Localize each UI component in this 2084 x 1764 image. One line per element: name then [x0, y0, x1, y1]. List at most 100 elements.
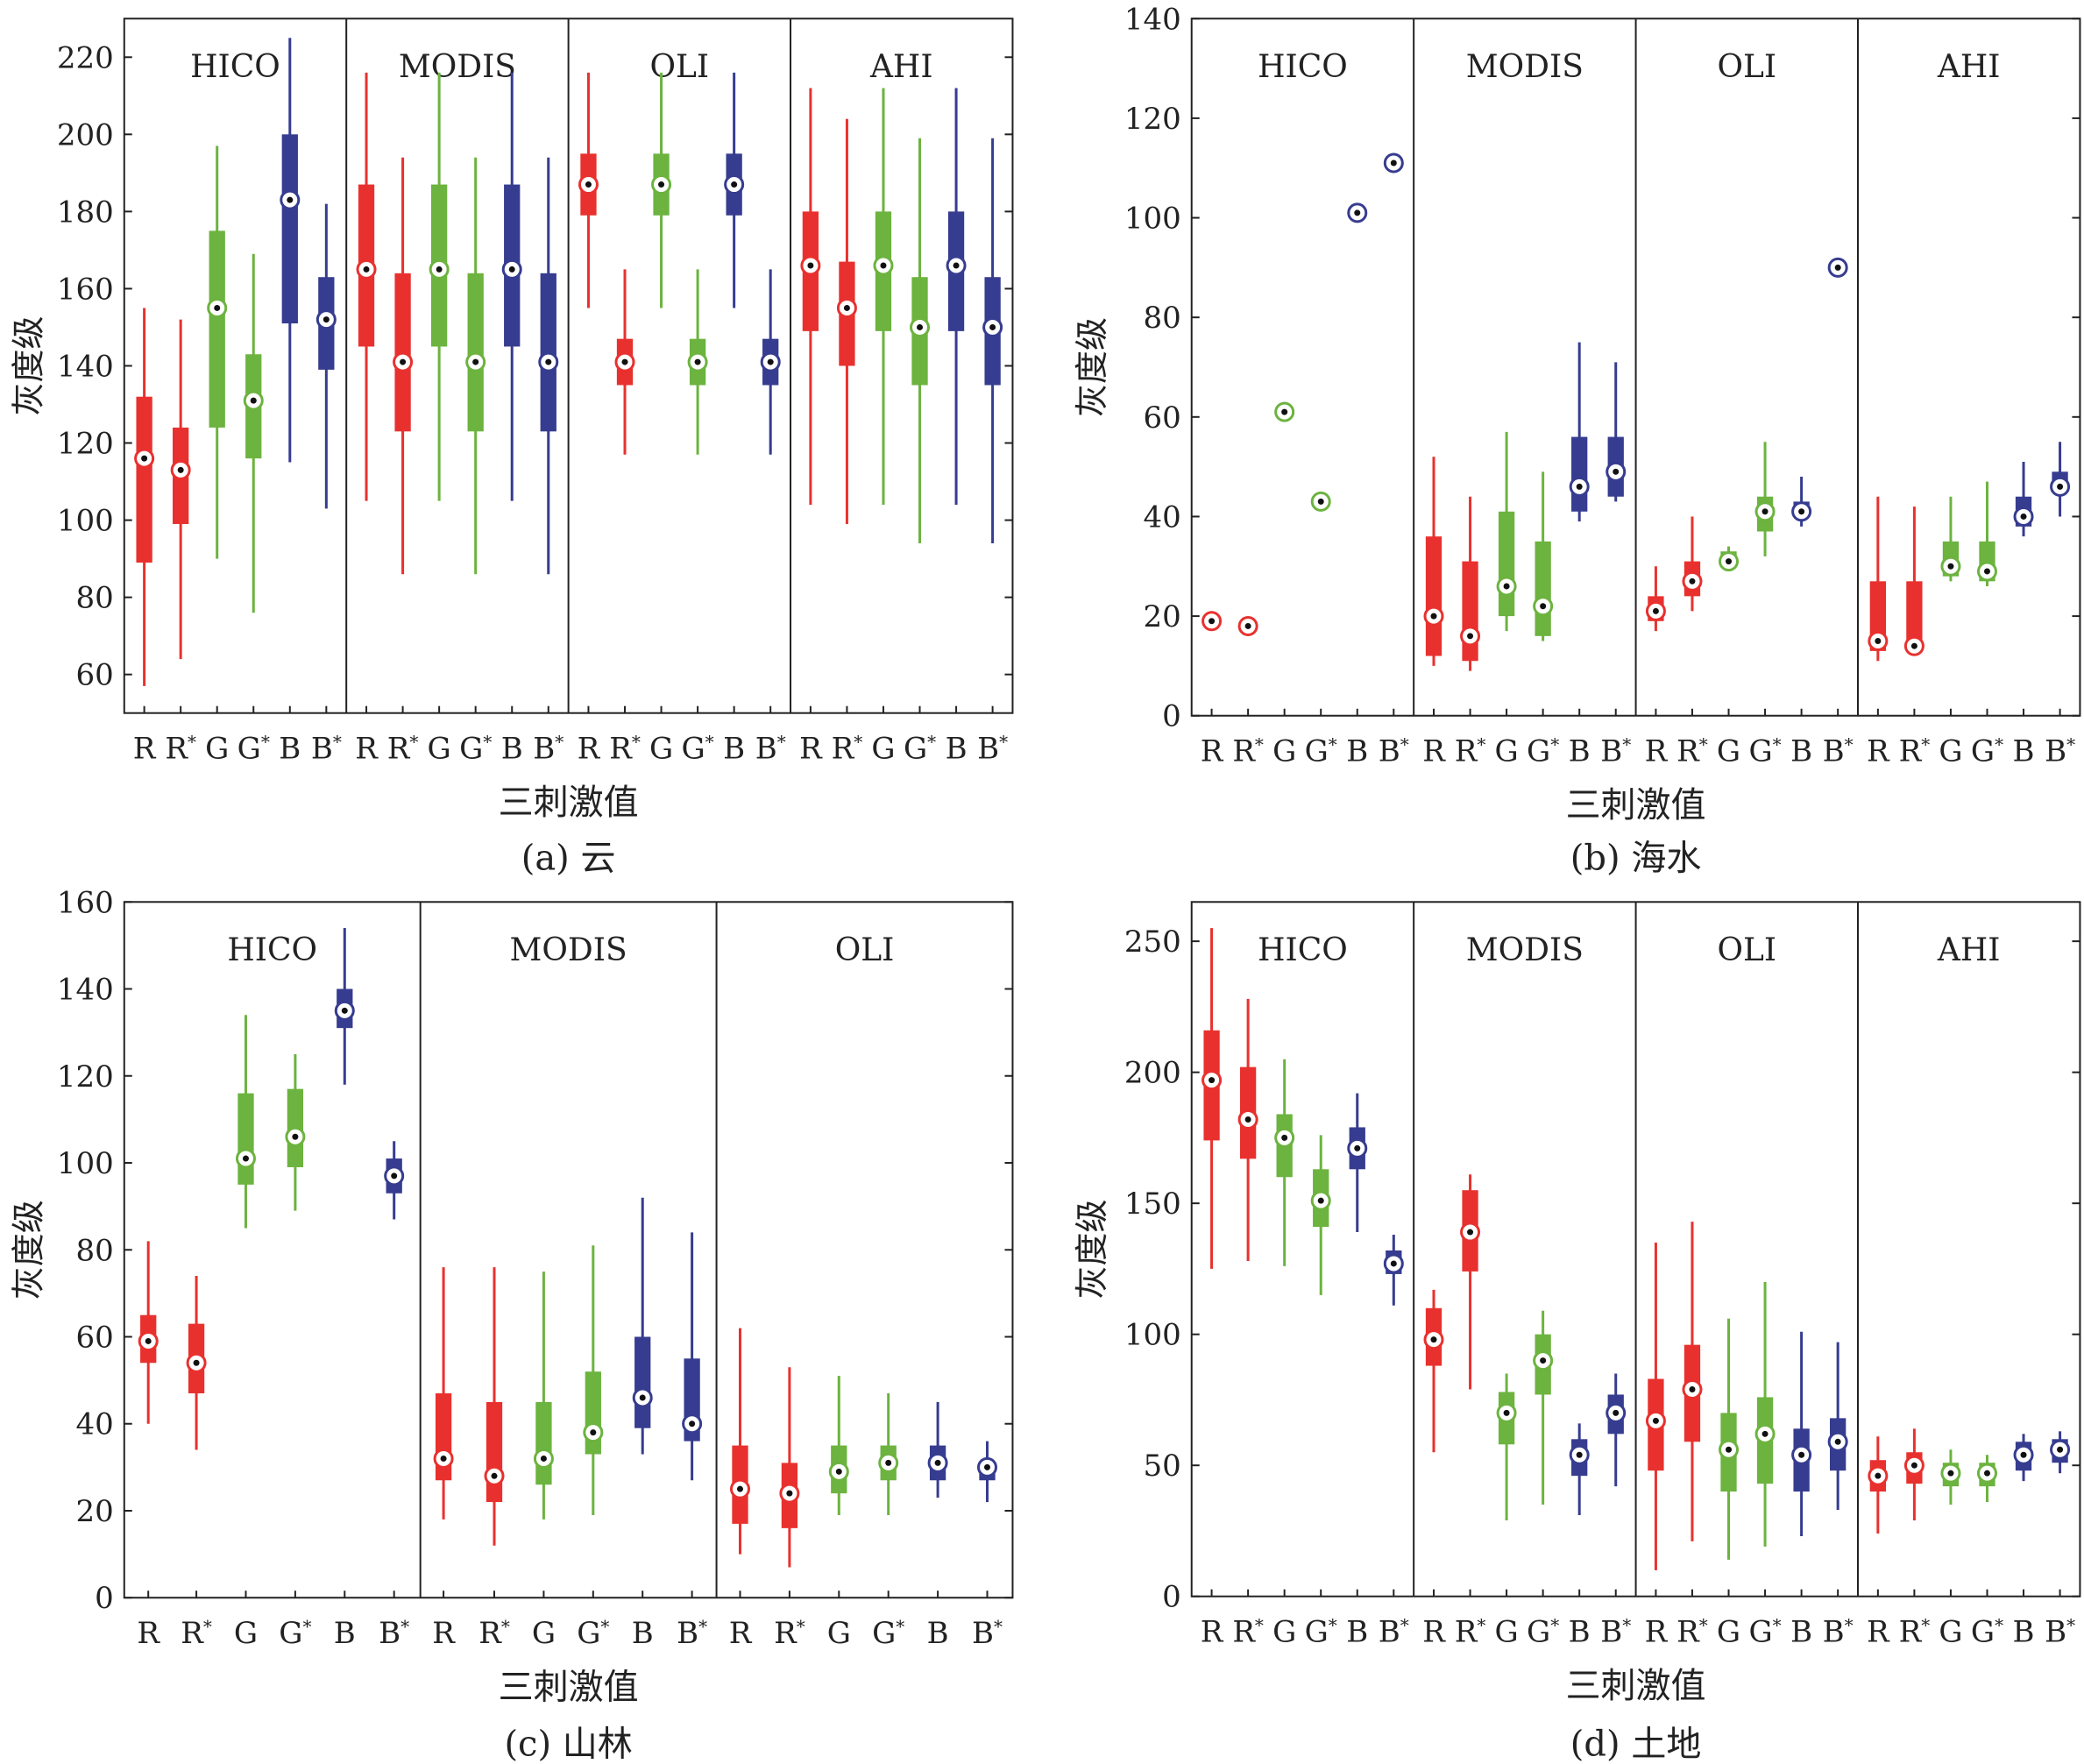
- median-dot: [491, 1472, 498, 1479]
- x-tick-label: B: [1346, 733, 1368, 769]
- median-dot: [689, 1420, 696, 1427]
- median-dot: [292, 1133, 299, 1140]
- median-dot: [880, 262, 887, 269]
- x-axis-label: 三刺激值: [1566, 785, 1706, 825]
- box-modis-g: [535, 1401, 552, 1485]
- x-tick-label: R*: [609, 731, 641, 766]
- group-title: HICO: [190, 49, 280, 85]
- panel-caption: (d) 土地: [1570, 1725, 1702, 1764]
- median-dot: [1244, 622, 1251, 629]
- y-tick-label: 20: [75, 1494, 113, 1529]
- median-dot: [1875, 1472, 1882, 1479]
- group-title: MODIS: [1466, 932, 1584, 968]
- x-tick-label: G*: [1527, 1614, 1559, 1649]
- median-dot: [400, 358, 407, 365]
- x-tick-label: B: [946, 731, 968, 766]
- x-tick-label: R: [1422, 733, 1446, 769]
- y-tick-label: 100: [1124, 1318, 1181, 1353]
- group-title: HICO: [1258, 932, 1348, 968]
- median-dot: [835, 1468, 842, 1475]
- median-dot: [1726, 558, 1733, 565]
- x-tick-label: G*: [237, 731, 270, 766]
- median-dot: [1689, 577, 1696, 584]
- median-dot: [731, 181, 738, 188]
- x-tick-label: G: [1939, 733, 1962, 769]
- group-title: OLI: [1717, 49, 1776, 85]
- y-tick-label: 60: [75, 1321, 113, 1356]
- median-dot: [1983, 568, 1990, 575]
- x-axis-label: 三刺激值: [499, 1668, 639, 1708]
- median-dot: [1834, 1438, 1841, 1445]
- median-dot: [1430, 613, 1437, 620]
- y-tick-label: 60: [1143, 400, 1180, 436]
- median-dot: [843, 304, 850, 311]
- y-tick-label: 100: [57, 504, 114, 539]
- x-tick-label: G: [1939, 1614, 1962, 1649]
- x-tick-label: G: [428, 731, 451, 766]
- x-tick-label: R: [355, 731, 379, 766]
- median-dot: [736, 1485, 743, 1492]
- y-tick-label: 0: [95, 1581, 114, 1616]
- y-tick-label: 50: [1143, 1449, 1180, 1484]
- median-dot: [1689, 1385, 1696, 1392]
- median-dot: [658, 181, 665, 188]
- median-dot: [545, 358, 552, 365]
- median-dot: [540, 1455, 547, 1462]
- x-tick-label: G: [1717, 1614, 1740, 1649]
- x-tick-label: R*: [1899, 1614, 1931, 1649]
- x-tick-label: G: [532, 1616, 556, 1651]
- x-tick-label: G*: [1748, 733, 1781, 769]
- panel-caption: (c) 山林: [504, 1725, 632, 1764]
- median-dot: [1834, 264, 1841, 271]
- group-title: OLI: [835, 932, 895, 968]
- median-dot: [767, 358, 774, 365]
- y-axis-label: 灰度级: [1073, 317, 1111, 417]
- x-tick-label: B*: [533, 731, 564, 766]
- median-dot: [287, 196, 294, 203]
- group-title: OLI: [1717, 932, 1776, 968]
- median-dot: [440, 1455, 447, 1462]
- x-tick-label: B*: [1379, 1614, 1409, 1649]
- box-modis-gstar: [1535, 541, 1551, 636]
- x-tick-label: B: [334, 1616, 356, 1651]
- box-modis-r: [1425, 536, 1442, 656]
- x-tick-label: R*: [478, 1616, 510, 1651]
- x-tick-label: B: [2013, 733, 2035, 769]
- x-tick-label: G: [205, 731, 229, 766]
- median-dot: [585, 181, 592, 188]
- x-tick-label: B: [632, 1616, 654, 1651]
- x-tick-label: B: [501, 731, 523, 766]
- x-tick-label: G: [1272, 733, 1296, 769]
- x-tick-label: G*: [1527, 733, 1559, 769]
- x-tick-label: G*: [1305, 733, 1337, 769]
- x-tick-label: R*: [1455, 1614, 1486, 1649]
- median-dot: [1390, 159, 1397, 166]
- median-dot: [1540, 603, 1547, 610]
- group-title: MODIS: [1466, 49, 1584, 85]
- x-tick-label: R*: [387, 731, 419, 766]
- median-dot: [193, 1359, 200, 1366]
- median-dot: [885, 1459, 892, 1466]
- group-title: AHI: [869, 49, 933, 85]
- x-tick-label: R: [1201, 1614, 1224, 1649]
- x-tick-label: R: [729, 1616, 753, 1651]
- x-tick-label: B*: [2045, 1614, 2075, 1649]
- y-tick-label: 60: [75, 658, 113, 693]
- median-dot: [989, 323, 996, 330]
- x-tick-label: B*: [379, 1616, 409, 1651]
- x-tick-label: B: [279, 731, 301, 766]
- plot-frame: [123, 901, 1014, 1599]
- median-dot: [639, 1394, 646, 1401]
- x-tick-label: G*: [1971, 733, 2003, 769]
- y-tick-label: 160: [57, 272, 114, 307]
- x-tick-label: B: [1569, 1614, 1591, 1649]
- box-hico-g: [209, 230, 225, 428]
- x-tick-label: B: [2013, 1614, 2035, 1649]
- y-tick-label: 140: [1124, 2, 1181, 37]
- y-tick-label: 40: [1143, 499, 1180, 535]
- median-dot: [1652, 1417, 1659, 1424]
- median-dot: [984, 1463, 991, 1470]
